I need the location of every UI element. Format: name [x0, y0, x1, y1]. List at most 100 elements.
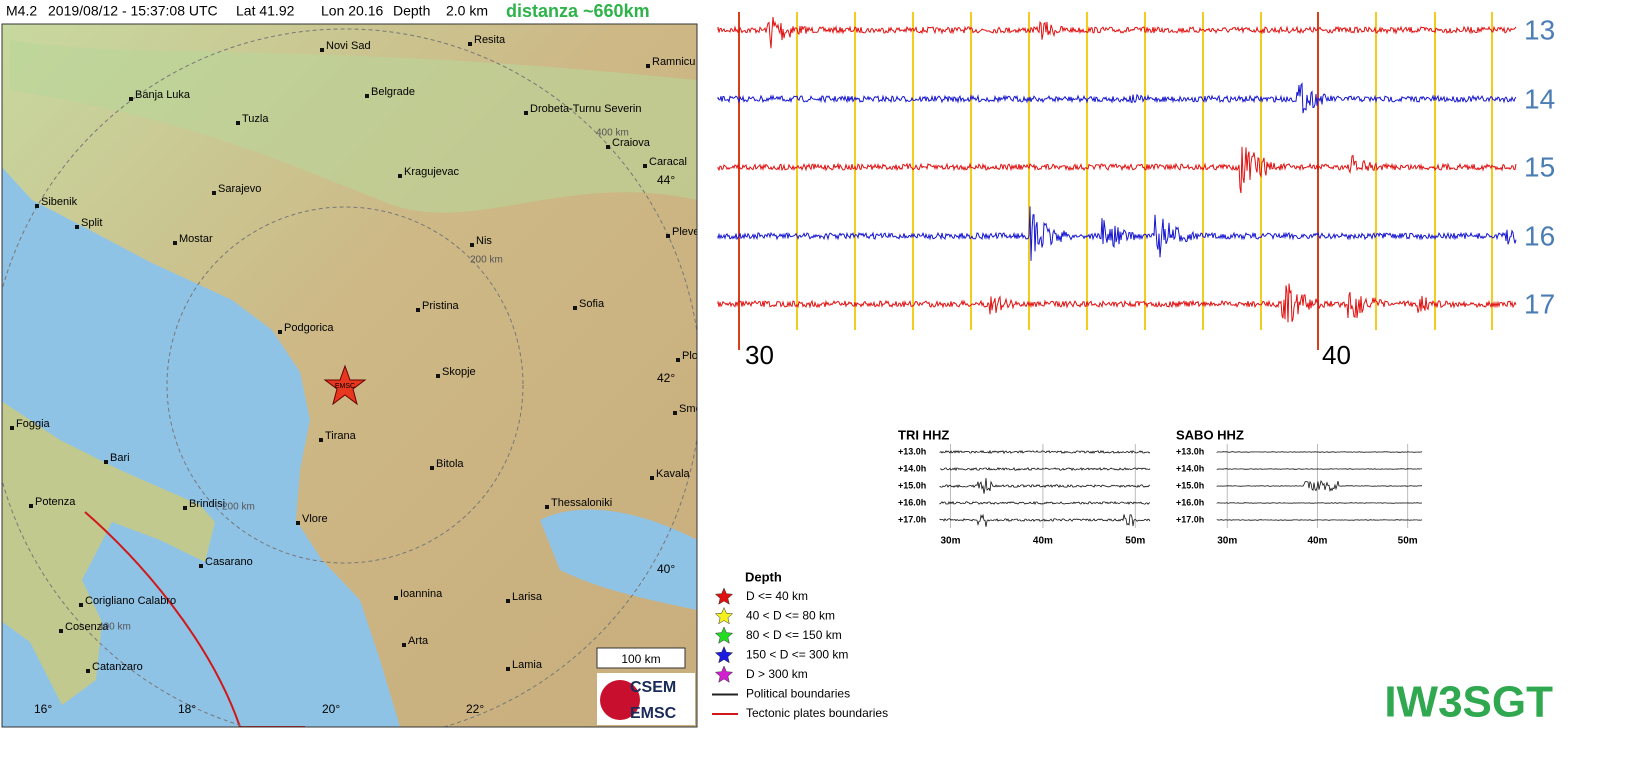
ring-label: 200 km — [222, 502, 255, 513]
latitude: Lat 41.92 — [236, 3, 295, 19]
legend-label: Tectonic plates boundaries — [746, 706, 888, 720]
plot-row-label: +13.0h — [898, 446, 926, 456]
city-label: Thessaloniki — [551, 497, 612, 509]
city-dot — [199, 564, 203, 568]
lon-label: 16° — [34, 702, 52, 716]
lat-label: 44° — [657, 173, 675, 187]
plot-waveform — [1216, 480, 1423, 493]
city-dot — [75, 225, 79, 229]
city-dot — [173, 241, 177, 245]
cities: Novi Sad Resita Ramnicu Banja Luka Belgrade T… — [10, 34, 702, 673]
city-label: Bari — [110, 452, 130, 464]
city-label: Smo — [679, 403, 702, 415]
legend-star — [714, 606, 734, 625]
lon-label: 22° — [466, 702, 484, 716]
city-dot — [183, 506, 187, 510]
plot-row-label: +17.0h — [1176, 514, 1204, 524]
legend-label: 80 < D <= 150 km — [746, 628, 842, 642]
ring — [166, 206, 524, 564]
city-label: Kragujevac — [404, 166, 460, 178]
plot-waveform — [939, 449, 1151, 455]
legend-star — [714, 626, 734, 644]
legend-label: D <= 40 km — [746, 589, 808, 603]
waveform — [717, 82, 1517, 114]
city-label: Split — [81, 217, 102, 229]
city-label: Banja Luka — [135, 89, 191, 101]
hour-label: 15 — [1524, 151, 1555, 182]
city-dot — [278, 330, 282, 334]
scale-label: 100 km — [621, 652, 660, 666]
city-label: Resita — [474, 34, 506, 46]
city-dot — [545, 505, 549, 509]
waveform — [717, 283, 1517, 323]
city-dot — [319, 438, 323, 442]
plot-row-label: +14.0h — [898, 463, 926, 473]
plot-minute: 50m — [1125, 536, 1145, 547]
legend: D <= 40 km 40 < D <= 80 km 80 < D <= 150 k… — [712, 587, 888, 720]
logo-circle — [600, 680, 640, 720]
city-label: Drobeta-Turnu Severin — [530, 103, 641, 115]
plot-minute: 50m — [1398, 536, 1418, 547]
city-label: Craiova — [612, 137, 651, 149]
city-dot — [86, 669, 90, 673]
station-plots: TRI HHZ 30m 40m 50m +13.0h +14.0h +15.0h +16.0h… — [898, 427, 1423, 547]
waveform — [717, 16, 1517, 49]
plate-boundary — [84, 511, 305, 727]
city-dot — [10, 426, 14, 430]
hour-label: 14 — [1524, 83, 1555, 114]
legend-label: D > 300 km — [746, 667, 808, 681]
city-dot — [673, 411, 677, 415]
city-label: Novi Sad — [326, 40, 371, 52]
plot-waveform — [1216, 519, 1423, 521]
city-dot — [35, 204, 39, 208]
city-dot — [650, 476, 654, 480]
plot-row-label: +14.0h — [1176, 463, 1204, 473]
city-label: Tuzla — [242, 113, 269, 125]
city-dot — [59, 629, 63, 633]
city-label: Arta — [408, 635, 429, 647]
city-dot — [470, 243, 474, 247]
epicenter-label: EMSC — [335, 383, 355, 390]
city-label: Mostar — [179, 233, 213, 245]
legend-label: 40 < D <= 80 km — [746, 609, 835, 623]
waveform — [717, 206, 1517, 261]
lon-label: 20° — [322, 702, 340, 716]
city-label: Ioannina — [400, 588, 443, 600]
city-label: Sofia — [579, 298, 605, 310]
city-dot — [524, 111, 528, 115]
city-dot — [79, 603, 83, 607]
city-dot — [236, 121, 240, 125]
plot-row-label: +15.0h — [898, 480, 926, 490]
epicenter-star — [323, 364, 367, 406]
lat-label: 42° — [657, 371, 675, 385]
city-dot — [394, 596, 398, 600]
city-label: Larisa — [512, 591, 543, 603]
plot-waveform — [1216, 468, 1422, 470]
callsign: IW3SGT — [1384, 678, 1553, 727]
magnitude: M4.2 — [6, 3, 37, 19]
plot-title: SABO HHZ — [1176, 427, 1244, 442]
city-dot — [506, 667, 510, 671]
city-dot — [643, 164, 647, 168]
plot-waveform — [939, 500, 1151, 506]
city-dot — [104, 460, 108, 464]
minute-label: 30 — [745, 340, 774, 370]
plot-waveform — [1216, 502, 1423, 504]
city-dot — [506, 599, 510, 603]
lowland — [10, 40, 697, 213]
logo-text: CSEM — [630, 679, 676, 696]
city-label: Foggia — [16, 418, 51, 430]
city-dot — [29, 504, 33, 508]
city-label: Belgrade — [371, 86, 415, 98]
distance: distanza ~660km — [506, 1, 650, 21]
plot-title: TRI HHZ — [898, 427, 949, 442]
city-dot — [296, 521, 300, 525]
city-label: Corigliano Calabro — [85, 595, 176, 607]
legend-star — [714, 665, 734, 683]
city-dot — [573, 306, 577, 310]
plot-row-label: +13.0h — [1176, 446, 1204, 456]
city-label: Casarano — [205, 556, 253, 568]
lon-label: 18° — [178, 702, 196, 716]
city-dot — [430, 466, 434, 470]
